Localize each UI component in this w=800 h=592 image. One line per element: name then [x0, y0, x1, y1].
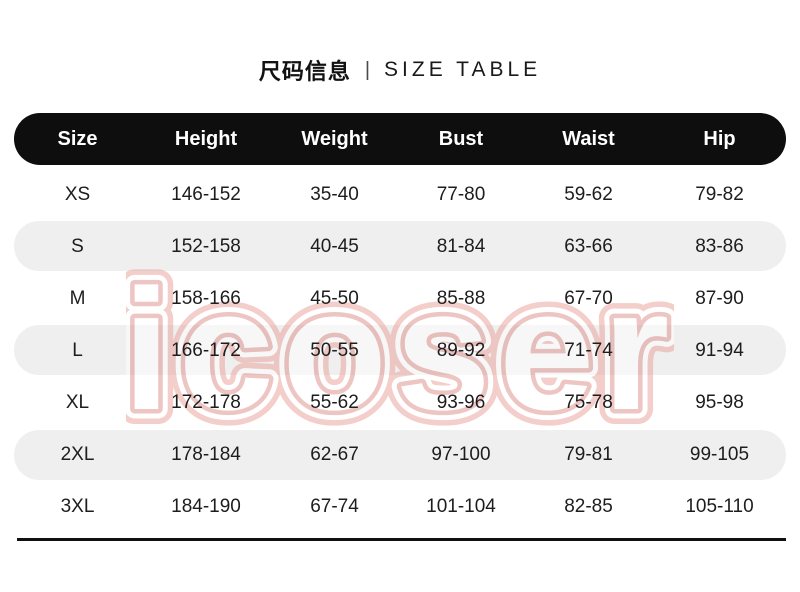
cell-weight: 62-67 [310, 444, 359, 465]
title-english: SIZE TABLE [384, 58, 542, 81]
cell-weight: 45-50 [310, 288, 359, 309]
table-row-l: L 166-172 50-55 89-92 71-74 91-94 [14, 325, 786, 377]
cell-waist: 82-85 [564, 496, 613, 517]
cell-waist: 79-81 [564, 444, 613, 465]
cell-bust: 77-80 [436, 184, 486, 205]
cell-bust: 97-100 [431, 444, 491, 465]
cell-weight: 55-62 [310, 392, 359, 413]
row-label: XS [64, 184, 91, 205]
bottom-divider [17, 538, 786, 541]
title-chinese: 尺码信息 [258, 59, 351, 84]
table-row-m: M 158-166 45-50 85-88 67-70 87-90 [14, 273, 786, 325]
cell-bust: 93-96 [436, 392, 486, 413]
cell-hip: 79-82 [695, 184, 744, 205]
size-table: Size Height Weight Bust Waist Hip XS 146… [14, 113, 786, 533]
cell-bust: 81-84 [436, 236, 486, 257]
cell-hip: 105-110 [685, 496, 754, 517]
header-height: Height [174, 127, 238, 150]
cell-bust: 89-92 [436, 340, 486, 361]
row-label: 3XL [60, 496, 95, 517]
cell-height: 152-158 [171, 236, 241, 257]
table-row-3xl: 3XL 184-190 67-74 101-104 82-85 105-110 [14, 481, 786, 533]
row-label: M [69, 288, 86, 309]
row-label: L [72, 340, 83, 361]
cell-height: 158-166 [171, 288, 241, 309]
cell-waist: 71-74 [564, 340, 613, 361]
header-size: Size [57, 127, 98, 150]
cell-hip: 95-98 [695, 392, 744, 413]
cell-weight: 50-55 [310, 340, 359, 361]
header-bust: Bust [438, 127, 484, 150]
title-divider: | [364, 58, 371, 81]
cell-bust: 85-88 [436, 288, 486, 309]
cell-height: 184-190 [171, 496, 241, 517]
cell-hip: 83-86 [695, 236, 744, 257]
page-title: 尺码信息 | SIZE TABLE [0, 55, 800, 85]
table-row-s: S 152-158 40-45 81-84 63-66 83-86 [14, 221, 786, 273]
cell-height: 178-184 [171, 444, 241, 465]
table-row-2xl: 2XL 178-184 62-67 97-100 79-81 99-105 [14, 429, 786, 481]
header-hip: Hip [703, 127, 736, 150]
cell-height: 146-152 [171, 184, 241, 205]
cell-height: 172-178 [171, 392, 241, 413]
table-body: XS 146-152 35-40 77-80 59-62 79-82 S 152… [14, 169, 786, 533]
row-shade-2xl [14, 430, 786, 480]
cell-waist: 75-78 [564, 392, 613, 413]
header-waist: Waist [562, 127, 615, 150]
cell-height: 166-172 [171, 340, 241, 361]
row-label: 2XL [60, 444, 95, 465]
table-row-xs: XS 146-152 35-40 77-80 59-62 79-82 [14, 169, 786, 221]
cell-waist: 67-70 [564, 288, 613, 309]
table-header-row: Size Height Weight Bust Waist Hip [14, 113, 786, 165]
cell-weight: 40-45 [310, 236, 359, 257]
cell-hip: 91-94 [695, 340, 744, 361]
cell-hip: 87-90 [695, 288, 744, 309]
cell-waist: 59-62 [564, 184, 613, 205]
row-label: XL [65, 392, 90, 413]
cell-bust: 101-104 [426, 496, 496, 517]
cell-weight: 35-40 [310, 184, 359, 205]
cell-waist: 63-66 [564, 236, 613, 257]
row-shade-s [14, 221, 786, 271]
row-label: S [71, 236, 84, 257]
header-weight: Weight [301, 127, 368, 150]
cell-weight: 67-74 [310, 496, 359, 517]
table-row-xl: XL 172-178 55-62 93-96 75-78 95-98 [14, 377, 786, 429]
row-shade-l [14, 325, 786, 375]
cell-hip: 99-105 [689, 444, 750, 465]
